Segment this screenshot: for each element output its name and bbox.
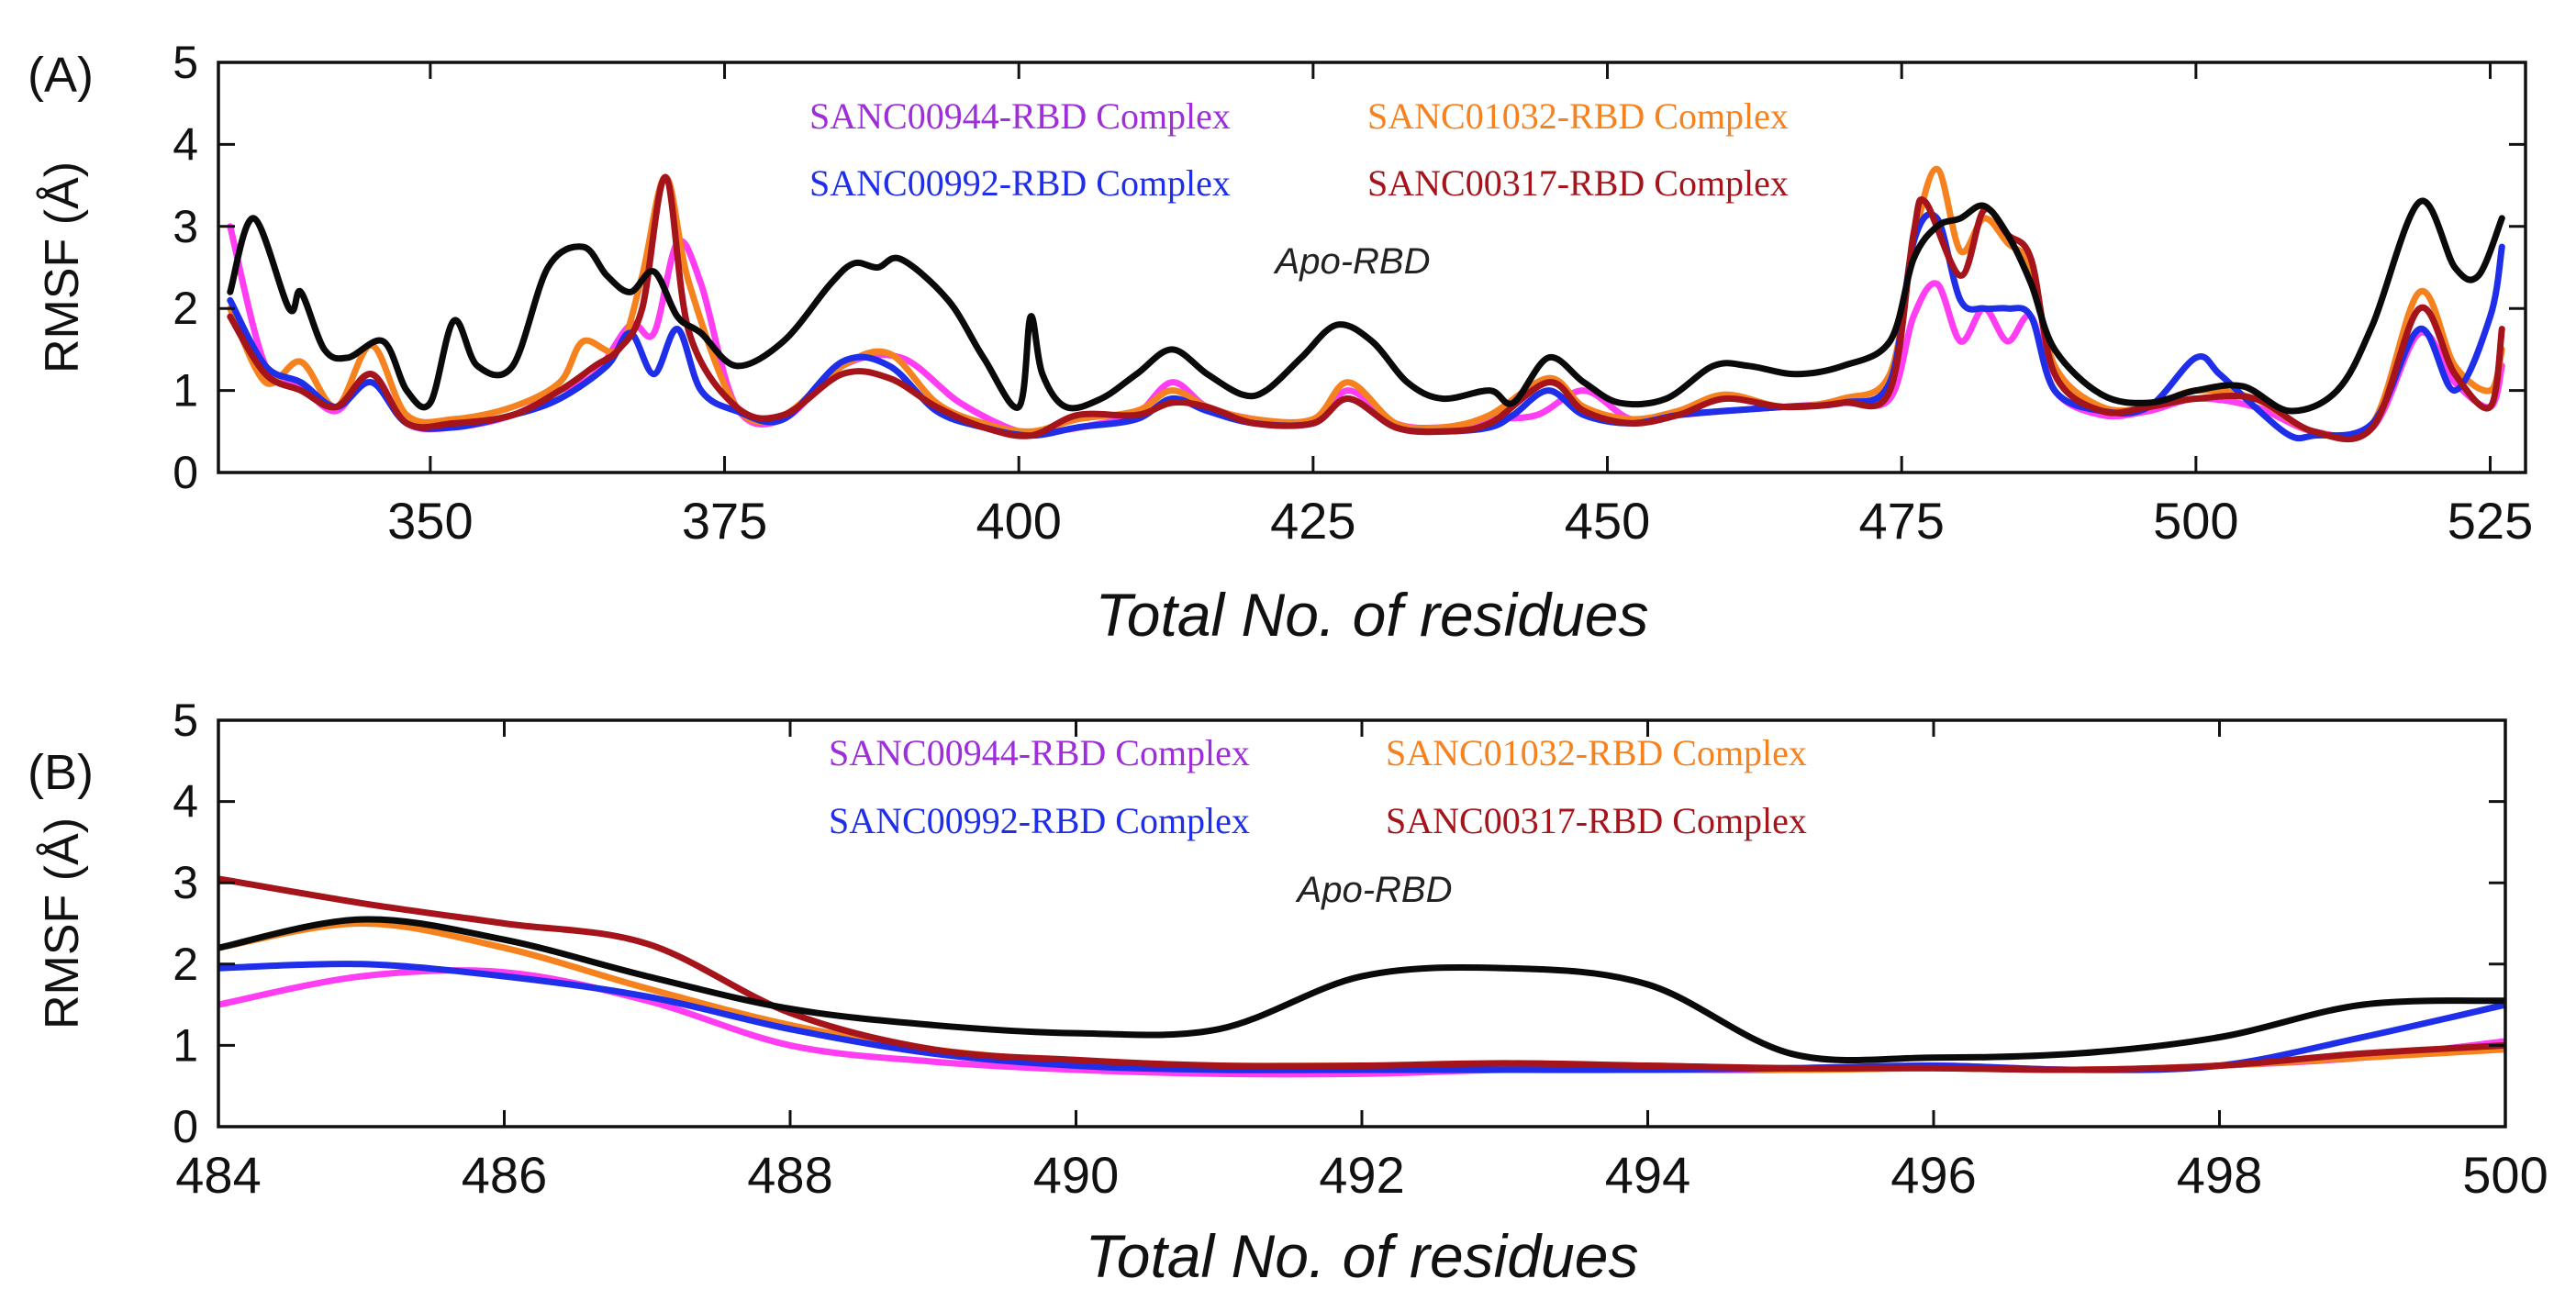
legend-label: SANC00944-RBD Complex: [829, 732, 1250, 773]
y-tick-label: 5: [173, 37, 198, 88]
panel-label: (A): [28, 48, 94, 103]
y-tick-label: 0: [173, 1101, 198, 1152]
series-lines: [227, 165, 2505, 443]
x-tick-label: 484: [175, 1146, 261, 1204]
legend-label: SANC01032-RBD Complex: [1367, 95, 1789, 137]
series-line-apo-rbd: [218, 916, 2505, 1064]
y-tick-label: 3: [173, 857, 198, 908]
x-tick-label: 500: [2153, 492, 2238, 550]
x-tick-label: 525: [2448, 492, 2533, 550]
y-axis-title: RMSF (Å): [36, 817, 89, 1029]
panel-b: (B) 0 1 2 3 4 5 484 486 488 490 492 494 496 498 500 Tota…: [28, 695, 2548, 1290]
plot-frame: [217, 61, 2527, 474]
x-axis-title: Total No. of residues: [1096, 581, 1649, 649]
x-tick-label: 475: [1858, 492, 1944, 550]
series-line-sanc00317-rbd-complex: [218, 875, 2505, 1073]
legend-label: SANC01032-RBD Complex: [1386, 732, 1807, 773]
x-tick-label: 486: [462, 1146, 547, 1204]
x-tick-label: 450: [1565, 492, 1650, 550]
series-line-apo-rbd: [227, 197, 2505, 415]
apo-rbd-annotation: Apo-RBD: [1296, 870, 1453, 910]
panel-label: (B): [28, 745, 94, 800]
y-tick-label: 1: [173, 365, 198, 417]
x-tick-label: 400: [976, 492, 1061, 550]
legend-label: SANC00992-RBD Complex: [809, 162, 1231, 204]
x-tick-label: 496: [1890, 1146, 1976, 1204]
x-tick-label: 425: [1270, 492, 1355, 550]
legend-label: SANC00317-RBD Complex: [1386, 800, 1807, 841]
x-tick-label: 500: [2462, 1146, 2548, 1204]
y-tick-label: 1: [173, 1019, 198, 1071]
series-lines: [218, 875, 2505, 1078]
x-tick-label: 488: [747, 1146, 832, 1204]
x-tick-label: 498: [2177, 1146, 2262, 1204]
x-tick-label: 490: [1033, 1146, 1119, 1204]
y-tick-label: 4: [173, 776, 198, 828]
series-line-sanc00317-rbd-complex: [227, 173, 2505, 443]
apo-rbd-annotation: Apo-RBD: [1274, 241, 1431, 282]
x-tick-label: 350: [387, 492, 473, 550]
y-axis-title: RMSF (Å): [36, 161, 89, 373]
panel-a: (A) 0 1 2 3 4 5 350 375 400 425 450 475 500 525 Total N…: [28, 37, 2533, 649]
series-line-sanc01032-rbd-complex: [227, 165, 2505, 441]
legend-label: SANC00317-RBD Complex: [1367, 162, 1789, 204]
y-tick-label: 5: [173, 695, 198, 746]
legend-label: SANC00944-RBD Complex: [809, 95, 1231, 137]
y-tick-label: 4: [173, 118, 198, 170]
x-tick-label: 494: [1605, 1146, 1690, 1204]
y-tick-label: 0: [173, 447, 198, 498]
y-tick-label: 3: [173, 201, 198, 252]
legend-label: SANC00992-RBD Complex: [829, 800, 1250, 841]
y-tick-label: 2: [173, 283, 198, 334]
y-tick-label: 2: [173, 939, 198, 990]
x-tick-label: 492: [1319, 1146, 1404, 1204]
x-tick-label: 375: [682, 492, 767, 550]
x-axis-title: Total No. of residues: [1086, 1222, 1639, 1290]
